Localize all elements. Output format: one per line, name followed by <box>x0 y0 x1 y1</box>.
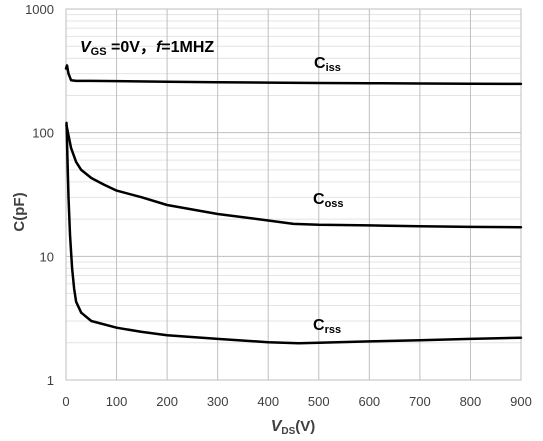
series-label-coss: Coss <box>313 191 344 210</box>
x-tick-label: 300 <box>207 394 229 409</box>
series-line-crss <box>65 121 523 345</box>
annotation-vgs-sub: GS <box>91 46 107 58</box>
x-tick-label: 900 <box>510 394 532 409</box>
x-tick-label: 800 <box>460 394 482 409</box>
x-axis-title-main: V <box>271 418 283 435</box>
y-axis-title: C(pF) <box>11 192 28 231</box>
series-label-crss-sub: rss <box>325 324 342 336</box>
series-line-ciss <box>64 64 523 86</box>
series-label-ciss-sub: iss <box>326 62 341 74</box>
x-tick-label: 600 <box>358 394 380 409</box>
series-label-crss: Crss <box>313 317 341 336</box>
x-tick-label: 400 <box>257 394 279 409</box>
series-label-crss-main: C <box>313 317 325 334</box>
series-label-ciss-main: C <box>314 55 326 72</box>
series-label-coss-main: C <box>313 191 325 208</box>
series-label-coss-sub: oss <box>325 198 344 210</box>
x-axis-title-unit: (V) <box>295 418 315 435</box>
annotation-vgs-main: V <box>80 39 92 56</box>
x-tick-label: 200 <box>156 394 178 409</box>
y-tick-label: 1000 <box>25 2 54 17</box>
x-tick-label: 500 <box>308 394 330 409</box>
x-tick-labels: 0 100 200 300 400 500 600 700 800 900 <box>62 394 531 409</box>
series-lines <box>64 64 523 345</box>
y-tick-labels: 1 10 100 1000 <box>25 2 54 388</box>
annotation-f-main: f <box>156 39 163 56</box>
y-tick-label: 100 <box>32 126 54 141</box>
series-label-ciss: Ciss <box>314 55 341 74</box>
minor-gridlines <box>66 14 521 344</box>
x-axis-title-sub: DS <box>281 426 295 437</box>
y-tick-label: 1 <box>47 373 54 388</box>
y-tick-label: 10 <box>40 249 54 264</box>
x-tick-label: 0 <box>62 394 69 409</box>
plot-area-frame <box>65 8 522 381</box>
annotation-vgs-rest: =0V， <box>107 39 156 56</box>
conditions-annotation: VGS =0V，f=1MHZ <box>80 39 214 58</box>
series-line-coss <box>65 123 523 229</box>
annotation-f-rest: =1MHZ <box>161 39 214 56</box>
x-axis-title: VDS(V) <box>271 418 316 437</box>
x-tick-label: 100 <box>106 394 128 409</box>
x-tick-label: 700 <box>409 394 431 409</box>
